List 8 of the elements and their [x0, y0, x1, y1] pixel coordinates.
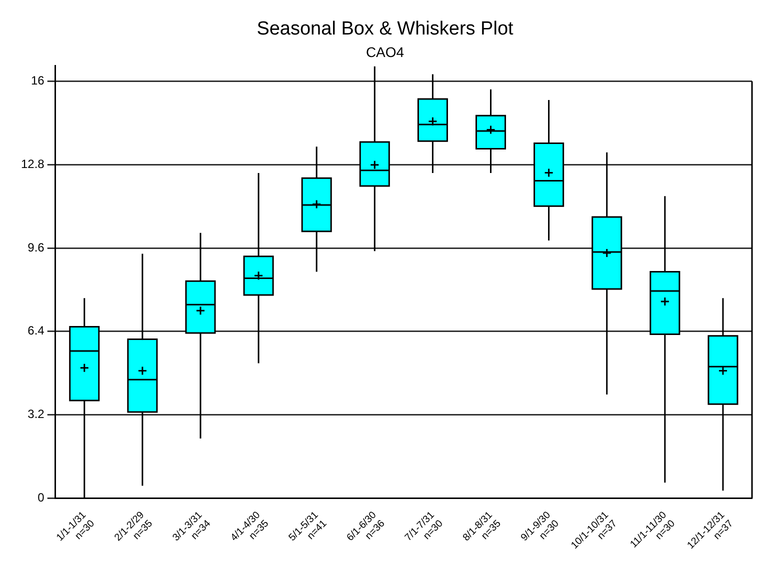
y-tick-label: 3.2 [28, 407, 45, 422]
chart-subtitle: CAO4 [366, 44, 404, 60]
y-tick-label: 9.6 [28, 240, 45, 254]
y-tick-label: 12.8 [20, 156, 45, 171]
y-tick-label: 16 [30, 74, 45, 88]
y-tick-label: 0 [38, 490, 45, 505]
y-tick-label: 6.4 [28, 324, 45, 338]
chart-title: Seasonal Box & Whiskers Plot [256, 18, 514, 40]
